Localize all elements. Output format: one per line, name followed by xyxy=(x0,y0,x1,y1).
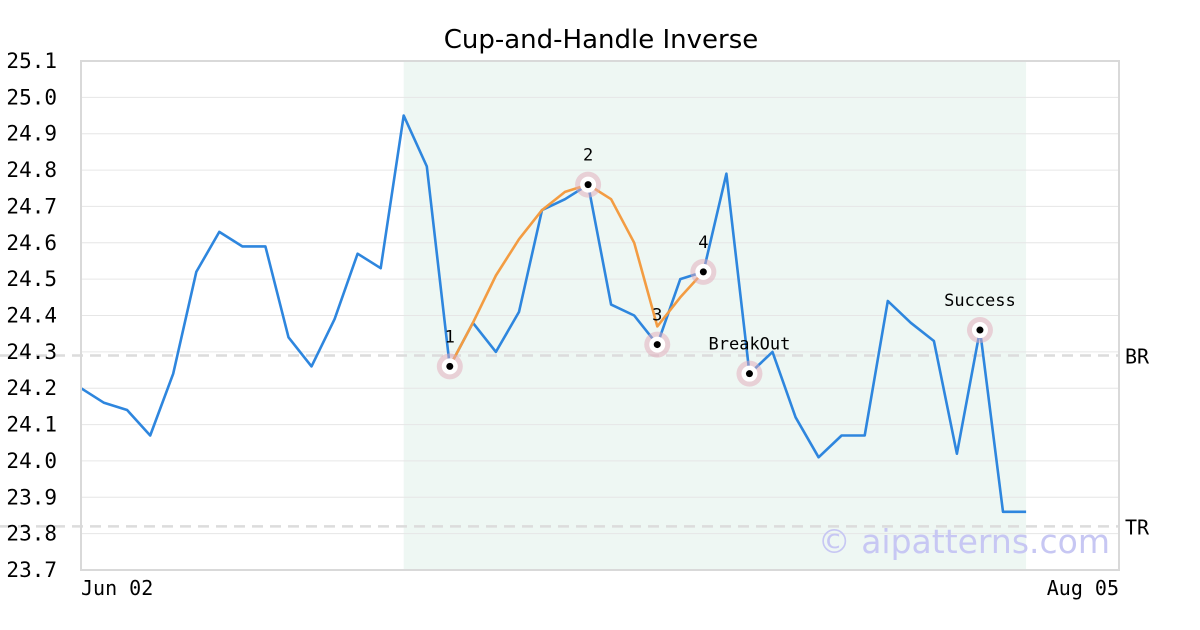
x-tick-label: Jun 02 xyxy=(81,576,153,600)
axes: 25.1 25.0 24.9 24.8 24.7 24.6 24.5 24.4 24.3 24.2… xyxy=(6,49,1120,600)
level-lines: BR TR xyxy=(0,344,1150,539)
y-tick-label: 25.0 xyxy=(6,85,57,109)
annotation-label: 4 xyxy=(698,233,708,253)
y-tick-label: 24.9 xyxy=(6,122,57,146)
y-tick-label: 24.3 xyxy=(6,340,57,364)
x-tick-label: Aug 05 xyxy=(1047,576,1119,600)
annotation-dot xyxy=(584,181,592,189)
annotation-label: 1 xyxy=(445,327,455,347)
chart-title: Cup-and-Handle Inverse xyxy=(444,25,759,55)
y-tick-label: 24.4 xyxy=(6,304,57,328)
annotation-dot xyxy=(699,268,707,276)
y-tick-label: 24.0 xyxy=(6,449,57,473)
annotation-dot xyxy=(653,341,661,349)
annotation-dot xyxy=(976,326,984,334)
y-tick-label: 24.1 xyxy=(6,413,57,437)
y-tick-label: 24.5 xyxy=(6,267,57,291)
pattern-annotations: 1 2 3 4 BreakOut Success xyxy=(436,146,1016,387)
annotation-label: 2 xyxy=(583,146,593,166)
y-tick-label: 24.8 xyxy=(6,158,57,182)
annotation-label: 3 xyxy=(652,306,662,326)
y-tick-label: 23.8 xyxy=(6,522,57,546)
level-label-br: BR xyxy=(1125,344,1150,368)
y-tick-label: 24.6 xyxy=(6,231,57,255)
y-tick-label: 23.7 xyxy=(6,558,57,582)
y-tick-label: 23.9 xyxy=(6,485,57,509)
y-tick-label: 24.2 xyxy=(6,376,57,400)
price-line xyxy=(80,114,1027,514)
watermark: © aipatterns.com xyxy=(818,522,1110,561)
plot-frame xyxy=(80,60,1120,571)
y-tick-label: 25.1 xyxy=(6,49,57,73)
annotation-dot xyxy=(446,362,454,370)
annotation-label: BreakOut xyxy=(709,335,791,355)
annotation-label: Success xyxy=(944,291,1016,311)
level-label-tr: TR xyxy=(1125,515,1150,539)
annotation-dot xyxy=(745,370,753,378)
y-tick-label: 24.7 xyxy=(6,194,57,218)
